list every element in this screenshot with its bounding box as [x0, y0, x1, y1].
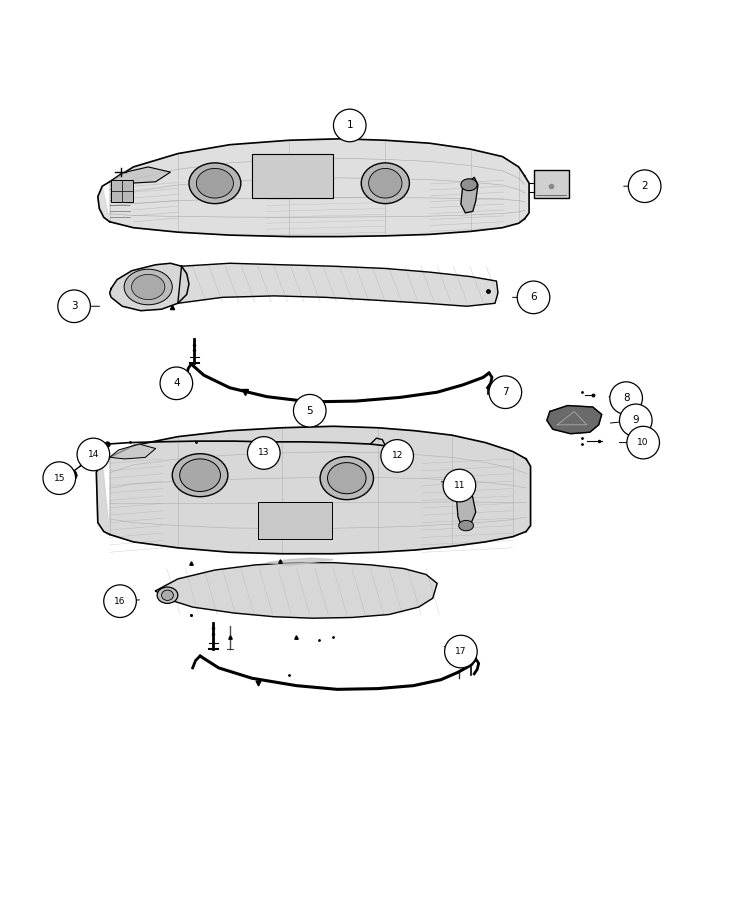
Ellipse shape	[180, 459, 221, 491]
Text: 3: 3	[71, 302, 77, 311]
Circle shape	[293, 394, 326, 427]
Polygon shape	[110, 444, 156, 459]
Circle shape	[517, 281, 550, 314]
Ellipse shape	[132, 274, 165, 300]
Text: 2: 2	[642, 181, 648, 191]
Ellipse shape	[173, 454, 228, 497]
Ellipse shape	[368, 168, 402, 198]
Text: 12: 12	[391, 452, 403, 461]
Circle shape	[443, 469, 476, 502]
Text: 10: 10	[637, 438, 649, 447]
Circle shape	[104, 585, 136, 617]
Ellipse shape	[361, 163, 409, 203]
Circle shape	[628, 170, 661, 202]
Circle shape	[610, 382, 642, 414]
Text: 13: 13	[258, 448, 270, 457]
Text: 17: 17	[455, 647, 467, 656]
Polygon shape	[547, 406, 602, 434]
Text: 11: 11	[453, 482, 465, 490]
Text: 14: 14	[87, 450, 99, 459]
Text: 1: 1	[347, 121, 353, 130]
Text: 4: 4	[173, 378, 179, 388]
Circle shape	[77, 438, 110, 471]
Text: 9: 9	[633, 416, 639, 426]
Polygon shape	[156, 562, 437, 618]
Ellipse shape	[157, 587, 178, 603]
Circle shape	[381, 439, 413, 472]
Ellipse shape	[162, 590, 173, 600]
Polygon shape	[267, 558, 333, 565]
Circle shape	[43, 462, 76, 494]
Text: 6: 6	[531, 292, 536, 302]
Circle shape	[65, 469, 77, 482]
Circle shape	[247, 436, 280, 469]
Circle shape	[445, 635, 477, 668]
Ellipse shape	[124, 269, 173, 305]
Circle shape	[160, 367, 193, 400]
Ellipse shape	[189, 163, 241, 203]
Polygon shape	[456, 489, 476, 528]
Polygon shape	[110, 166, 170, 184]
Circle shape	[489, 376, 522, 409]
Bar	[252, 154, 333, 198]
Bar	[258, 502, 332, 539]
Ellipse shape	[196, 168, 233, 198]
Polygon shape	[178, 264, 498, 306]
Ellipse shape	[320, 456, 373, 500]
Polygon shape	[96, 427, 531, 554]
Ellipse shape	[328, 463, 366, 494]
Circle shape	[58, 290, 90, 322]
Bar	[111, 179, 133, 202]
Text: 7: 7	[502, 387, 508, 397]
Ellipse shape	[459, 520, 473, 531]
Circle shape	[619, 404, 652, 436]
Polygon shape	[461, 177, 478, 213]
Circle shape	[333, 109, 366, 141]
Polygon shape	[98, 139, 529, 237]
Ellipse shape	[461, 179, 477, 191]
Text: 16: 16	[114, 597, 126, 606]
Bar	[534, 170, 569, 198]
Text: 15: 15	[53, 473, 65, 482]
Text: 8: 8	[623, 393, 629, 403]
Circle shape	[627, 427, 659, 459]
Polygon shape	[110, 264, 189, 310]
Text: 5: 5	[307, 406, 313, 416]
